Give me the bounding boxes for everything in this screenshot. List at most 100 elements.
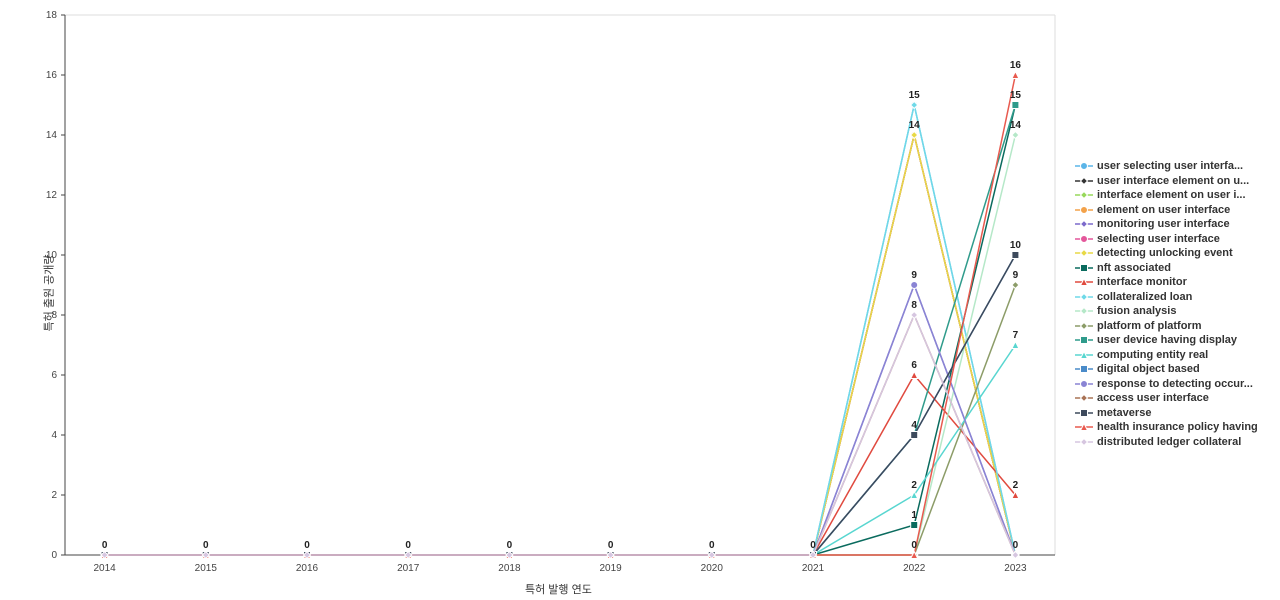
legend-label: user selecting user interfa... xyxy=(1097,160,1243,172)
svg-text:2017: 2017 xyxy=(397,563,420,574)
legend-marker-icon xyxy=(1075,364,1093,374)
chart-container: 0246810121416182014201520162017201820192… xyxy=(0,0,1280,600)
legend-item[interactable]: digital object based xyxy=(1075,363,1258,375)
svg-text:18: 18 xyxy=(46,10,58,21)
point-label: 15 xyxy=(909,90,920,101)
legend-item[interactable]: user device having display xyxy=(1075,334,1258,346)
legend-label: nft associated xyxy=(1097,262,1171,274)
point-label: 6 xyxy=(911,360,917,371)
legend-label: access user interface xyxy=(1097,392,1209,404)
legend-label: user interface element on u... xyxy=(1097,175,1249,187)
legend-label: collateralized loan xyxy=(1097,291,1192,303)
svg-text:16: 16 xyxy=(46,70,58,81)
legend-marker-icon xyxy=(1075,277,1093,287)
legend-marker-icon xyxy=(1075,393,1093,403)
legend-marker-icon xyxy=(1075,437,1093,447)
legend-marker-icon xyxy=(1075,219,1093,229)
legend-label: selecting user interface xyxy=(1097,233,1220,245)
point-label: 14 xyxy=(909,120,920,131)
legend-marker-icon xyxy=(1075,161,1093,171)
legend-marker-icon xyxy=(1075,263,1093,273)
point-label: 0 xyxy=(911,540,917,551)
svg-text:2: 2 xyxy=(51,490,57,501)
legend-item[interactable]: monitoring user interface xyxy=(1075,218,1258,230)
svg-text:2020: 2020 xyxy=(701,563,724,574)
legend: user selecting user interfa... user inter… xyxy=(1075,160,1258,450)
svg-text:2023: 2023 xyxy=(1004,563,1027,574)
legend-item[interactable]: user selecting user interfa... xyxy=(1075,160,1258,172)
svg-text:14: 14 xyxy=(46,130,58,141)
point-label: 0 xyxy=(405,540,411,551)
point-label: 0 xyxy=(709,540,715,551)
legend-label: distributed ledger collateral xyxy=(1097,436,1241,448)
legend-label: digital object based xyxy=(1097,363,1200,375)
svg-text:2014: 2014 xyxy=(93,563,116,574)
legend-marker-icon xyxy=(1075,408,1093,418)
point-label: 2 xyxy=(911,480,917,491)
svg-text:0: 0 xyxy=(51,550,57,561)
legend-marker-icon xyxy=(1075,422,1093,432)
point-label: 0 xyxy=(203,540,209,551)
point-label: 7 xyxy=(1013,330,1019,341)
svg-text:2015: 2015 xyxy=(195,563,218,574)
svg-text:12: 12 xyxy=(46,190,58,201)
legend-label: metaverse xyxy=(1097,407,1151,419)
legend-marker-icon xyxy=(1075,335,1093,345)
svg-text:2016: 2016 xyxy=(296,563,319,574)
legend-marker-icon xyxy=(1075,321,1093,331)
point-label: 0 xyxy=(1013,540,1019,551)
legend-item[interactable]: metaverse xyxy=(1075,407,1258,419)
point-label: 10 xyxy=(1010,240,1021,251)
point-label: 0 xyxy=(507,540,513,551)
legend-label: interface element on user i... xyxy=(1097,189,1246,201)
legend-marker-icon xyxy=(1075,379,1093,389)
legend-item[interactable]: user interface element on u... xyxy=(1075,175,1258,187)
legend-item[interactable]: nft associated xyxy=(1075,262,1258,274)
legend-item[interactable]: detecting unlocking event xyxy=(1075,247,1258,259)
legend-label: fusion analysis xyxy=(1097,305,1176,317)
svg-text:2019: 2019 xyxy=(599,563,622,574)
legend-label: monitoring user interface xyxy=(1097,218,1230,230)
svg-text:4: 4 xyxy=(51,430,57,441)
legend-item[interactable]: computing entity real xyxy=(1075,349,1258,361)
legend-label: platform of platform xyxy=(1097,320,1202,332)
point-label: 15 xyxy=(1010,90,1021,101)
legend-label: interface monitor xyxy=(1097,276,1187,288)
legend-item[interactable]: health insurance policy having xyxy=(1075,421,1258,433)
legend-marker-icon xyxy=(1075,190,1093,200)
legend-item[interactable]: interface monitor xyxy=(1075,276,1258,288)
legend-label: response to detecting occur... xyxy=(1097,378,1253,390)
legend-item[interactable]: element on user interface xyxy=(1075,204,1258,216)
point-label: 4 xyxy=(911,420,917,431)
legend-marker-icon xyxy=(1075,205,1093,215)
legend-marker-icon xyxy=(1075,248,1093,258)
point-label: 14 xyxy=(1010,120,1021,131)
point-label: 0 xyxy=(608,540,614,551)
y-axis-label: 특허 출원 공개량 xyxy=(40,255,56,332)
legend-item[interactable]: platform of platform xyxy=(1075,320,1258,332)
point-label: 9 xyxy=(1013,270,1019,281)
svg-text:6: 6 xyxy=(51,370,57,381)
point-label: 2 xyxy=(1013,480,1019,491)
point-label: 1 xyxy=(911,510,917,521)
legend-item[interactable]: distributed ledger collateral xyxy=(1075,436,1258,448)
point-label: 0 xyxy=(102,540,108,551)
legend-label: detecting unlocking event xyxy=(1097,247,1233,259)
legend-marker-icon xyxy=(1075,176,1093,186)
legend-marker-icon xyxy=(1075,306,1093,316)
legend-item[interactable]: access user interface xyxy=(1075,392,1258,404)
legend-item[interactable]: collateralized loan xyxy=(1075,291,1258,303)
legend-label: computing entity real xyxy=(1097,349,1208,361)
legend-item[interactable]: selecting user interface xyxy=(1075,233,1258,245)
point-label: 0 xyxy=(810,540,816,551)
legend-marker-icon xyxy=(1075,292,1093,302)
legend-marker-icon xyxy=(1075,350,1093,360)
legend-label: user device having display xyxy=(1097,334,1237,346)
svg-text:2021: 2021 xyxy=(802,563,825,574)
legend-item[interactable]: interface element on user i... xyxy=(1075,189,1258,201)
point-label: 8 xyxy=(911,300,917,311)
legend-item[interactable]: fusion analysis xyxy=(1075,305,1258,317)
point-label: 16 xyxy=(1010,60,1021,71)
point-label: 0 xyxy=(304,540,310,551)
legend-item[interactable]: response to detecting occur... xyxy=(1075,378,1258,390)
